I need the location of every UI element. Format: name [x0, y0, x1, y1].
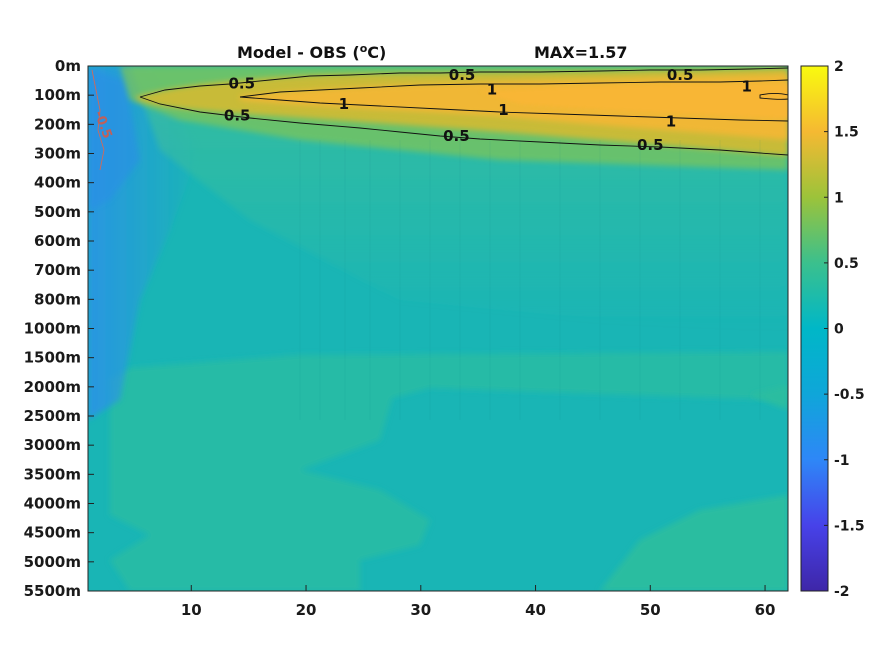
colorbar-tick-label: -2: [834, 584, 850, 600]
colorbar-tick-label: 1.5: [834, 125, 859, 141]
contour-label: 1: [666, 112, 676, 130]
y-tick-label: 3000m: [24, 436, 81, 454]
title-left: Model - OBS (oC): [237, 42, 386, 62]
heatmap-field: [88, 66, 788, 591]
y-axis: 0m 100m 200m 300m 400m 500m 600m 700m 800m 1000m 1…: [24, 57, 94, 600]
y-tick-label: 100m: [34, 86, 81, 104]
contour-1-lower: [239, 96, 788, 122]
y-tick-label: 5500m: [24, 582, 81, 600]
title-max: MAX=1.57: [534, 43, 628, 62]
contour-0.5-lower: [139, 96, 788, 156]
contour-label: 1: [741, 77, 751, 95]
y-tick-label: 2500m: [24, 407, 81, 425]
y-tick-label: 2000m: [24, 378, 81, 396]
contour-label: 1: [339, 95, 349, 113]
x-axis: 10 20 30 40 50 60: [181, 585, 776, 619]
contour-label: 0.5: [449, 66, 476, 84]
y-tick-label: 5000m: [24, 553, 81, 571]
colorbar-gradient: [800, 65, 829, 592]
y-tick-label: 1500m: [24, 349, 81, 367]
colorbar-tick-label: -1.5: [834, 518, 865, 534]
contour-label: 1: [498, 101, 508, 119]
y-tick-label: 600m: [34, 232, 81, 250]
y-tick-label: 3500m: [24, 465, 81, 483]
y-tick-label: 0m: [55, 57, 81, 75]
colorbar-tick-label: 2: [834, 59, 844, 75]
y-tick-label: 300m: [34, 145, 81, 163]
colorbar-tick-label: 0: [834, 322, 844, 338]
contour-label: 1: [487, 80, 497, 98]
x-tick-label: 20: [296, 601, 317, 619]
x-tick-label: 60: [755, 601, 776, 619]
x-tick-label: 40: [525, 601, 546, 619]
contour-1-islet: [759, 93, 788, 100]
contour-0.5-upper: [139, 67, 788, 98]
x-tick-label: 10: [181, 601, 202, 619]
contour-label: 0.5: [667, 66, 694, 84]
colorbar-ticks: 2 1.5 1 0.5 0 -0.5 -1 -1.5 -2: [824, 59, 865, 600]
colorbar-tick-label: 0.5: [834, 256, 859, 272]
y-tick-label: 4000m: [24, 495, 81, 513]
contour-label: 0.5: [224, 107, 251, 125]
contour-1-upper: [239, 79, 788, 98]
y-tick-label: 500m: [34, 203, 81, 221]
colorbar-tick-label: 1: [834, 190, 844, 206]
colorbar: 2 1.5 1 0.5 0 -0.5 -1 -1.5 -2: [800, 59, 865, 600]
y-tick-label: 400m: [34, 174, 81, 192]
y-tick-label: 700m: [34, 261, 81, 279]
chart-title: Model - OBS (oC) MAX=1.57: [237, 42, 628, 62]
y-tick-label: 1000m: [24, 320, 81, 338]
y-tick-label: 800m: [34, 290, 81, 308]
contour-neg-0.5: [91, 69, 105, 171]
x-tick-label: 50: [640, 601, 661, 619]
contour-label: 0.5: [228, 75, 255, 93]
contour-label: 0.5: [637, 136, 664, 154]
y-tick-label: 4500m: [24, 524, 81, 542]
contour-lines: [91, 67, 788, 171]
colorbar-tick-label: -1: [834, 453, 850, 469]
contour-label: 0.5: [443, 127, 470, 145]
colorbar-tick-label: -0.5: [834, 387, 865, 403]
y-tick-label: 200m: [34, 115, 81, 133]
x-tick-label: 30: [410, 601, 431, 619]
